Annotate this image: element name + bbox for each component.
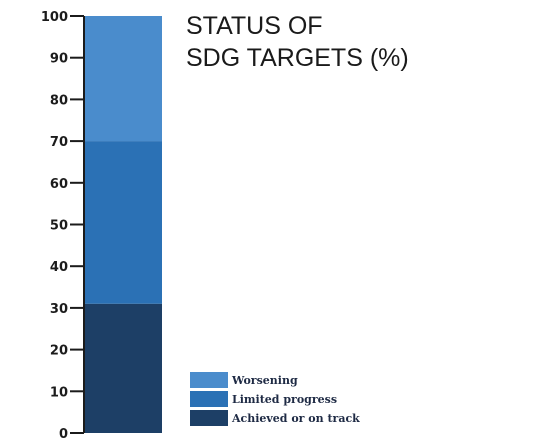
y-tick-label: 20 xyxy=(50,344,68,359)
bar-segment-worsening xyxy=(84,16,162,142)
legend-swatch-limited-progress xyxy=(190,391,228,407)
legend: Worsening Limited progress Achieved or on … xyxy=(190,372,360,426)
legend-label-achieved-or-on-track: Achieved or on track xyxy=(231,412,360,425)
y-tick-label: 60 xyxy=(50,177,68,192)
y-axis: 0 10 20 30 40 50 60 70 80 90 100 xyxy=(41,10,85,441)
y-tick-label: 70 xyxy=(50,135,68,150)
y-tick-label: 100 xyxy=(41,10,68,25)
chart-title-line-1: STATUS OF xyxy=(186,12,323,40)
bar-segment-achieved-or-on-track xyxy=(84,303,162,433)
stacked-bar xyxy=(84,16,162,433)
y-tick-label: 80 xyxy=(50,93,68,108)
legend-swatch-achieved-or-on-track xyxy=(190,410,228,426)
y-tick-label: 90 xyxy=(50,52,68,67)
chart-title: STATUS OF SDG TARGETS (%) xyxy=(186,12,409,72)
y-tick-label: 50 xyxy=(50,219,68,234)
legend-label-limited-progress: Limited progress xyxy=(232,393,337,406)
legend-label-worsening: Worsening xyxy=(231,374,298,387)
legend-swatch-worsening xyxy=(190,372,228,388)
y-tick-label: 0 xyxy=(59,427,68,441)
y-tick-label: 40 xyxy=(50,260,68,275)
chart-title-line-2: SDG TARGETS (%) xyxy=(186,44,409,72)
y-tick-label: 10 xyxy=(50,385,68,400)
y-tick-label: 30 xyxy=(50,302,68,317)
bar-segment-limited-progress xyxy=(84,141,162,304)
